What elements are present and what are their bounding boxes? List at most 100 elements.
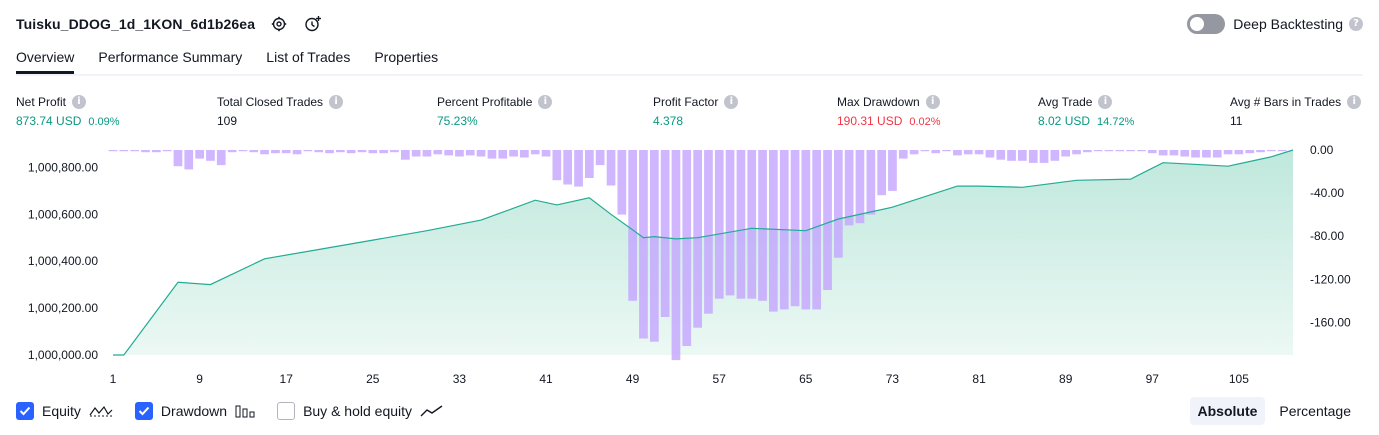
drawdown-bar bbox=[920, 150, 930, 152]
drawdown-bar bbox=[260, 150, 269, 155]
metric-avg-trade: Avg Trade i 8.02 USD 14.72% bbox=[1038, 94, 1134, 128]
info-icon[interactable]: i bbox=[329, 95, 344, 109]
equity-axis-tick: 1,000,200.00 bbox=[28, 301, 98, 315]
view-mode-switch: Absolute Percentage bbox=[1184, 397, 1360, 425]
equity-axis-tick: 1,000,800.00 bbox=[28, 160, 98, 174]
drawdown-bar bbox=[736, 150, 746, 299]
drawdown-bar bbox=[184, 150, 194, 170]
legend-drawdown[interactable]: Drawdown bbox=[134, 402, 255, 420]
drawdown-bar bbox=[1180, 150, 1190, 157]
metric-label: Max Drawdown bbox=[837, 95, 920, 109]
drawdown-axis-tick: -120.00 bbox=[1310, 272, 1351, 286]
drawdown-bar bbox=[227, 150, 237, 153]
drawdown-bar bbox=[346, 150, 356, 154]
metric-value: 873.74 USD bbox=[16, 114, 82, 128]
metric-label: Net Profit bbox=[16, 95, 67, 109]
drawdown-bar bbox=[108, 150, 118, 152]
metric-value: 109 bbox=[217, 114, 238, 128]
drawdown-bar bbox=[206, 150, 215, 161]
tab-list-of-trades[interactable]: List of Trades bbox=[266, 49, 351, 65]
info-icon[interactable]: i bbox=[72, 95, 87, 109]
absolute-button[interactable]: Absolute bbox=[1189, 397, 1266, 425]
drawdown-bar bbox=[1277, 150, 1287, 152]
info-icon[interactable]: i bbox=[538, 95, 553, 109]
x-axis-tick: 1 bbox=[110, 372, 117, 386]
x-axis-tick: 73 bbox=[886, 372, 900, 386]
drawdown-bar bbox=[368, 150, 378, 154]
x-axis-tick: 9 bbox=[196, 372, 203, 386]
equity-drawdown-chart[interactable]: 1,000,000.00 1,000,200.00 1,000,400.00 1,00… bbox=[0, 140, 1379, 392]
info-icon[interactable]: i bbox=[925, 95, 940, 109]
drawdown-bar bbox=[1137, 150, 1146, 152]
deep-backtesting-label: Deep Backtesting bbox=[1233, 16, 1343, 32]
help-icon[interactable]: ? bbox=[1349, 17, 1363, 31]
drawdown-bar bbox=[898, 150, 908, 159]
info-icon[interactable]: i bbox=[1098, 95, 1113, 109]
add-alert-icon[interactable] bbox=[303, 14, 323, 34]
drawdown-bar bbox=[195, 150, 204, 159]
drawdown-bar bbox=[617, 150, 627, 215]
drawdown-bar bbox=[931, 150, 941, 154]
drawdown-bar bbox=[541, 150, 551, 157]
drawdown-bar bbox=[563, 150, 572, 185]
drawdown-bar bbox=[801, 150, 811, 310]
drawdown-axis-tick: 0.00 bbox=[1310, 143, 1334, 157]
deep-backtesting: Deep Backtesting ? bbox=[1187, 12, 1363, 36]
metric-label: Profit Factor bbox=[653, 95, 719, 109]
legend-equity[interactable]: Equity bbox=[16, 402, 113, 420]
equity-axis-tick: 1,000,000.00 bbox=[28, 348, 98, 362]
drawdown-bar bbox=[119, 150, 129, 152]
gear-icon[interactable] bbox=[269, 14, 289, 34]
equity-line bbox=[113, 149, 1294, 356]
drawdown-bar bbox=[585, 150, 594, 178]
drawdown-bar bbox=[1104, 150, 1114, 152]
metric-avg-bars-in-trades: Avg # Bars in Trades i 11 bbox=[1230, 94, 1362, 128]
drawdown-bar bbox=[812, 150, 821, 310]
drawdown-bar bbox=[866, 150, 876, 215]
metric-profit-factor: Profit Factor i 4.378 bbox=[653, 94, 739, 128]
equity-checkbox[interactable] bbox=[16, 402, 34, 420]
percentage-button[interactable]: Percentage bbox=[1279, 403, 1351, 419]
info-icon[interactable]: i bbox=[724, 95, 739, 109]
info-icon[interactable]: i bbox=[1347, 95, 1362, 109]
drawdown-bar bbox=[1093, 150, 1103, 152]
drawdown-bar bbox=[1115, 150, 1125, 152]
buy-hold-line-icon bbox=[420, 404, 444, 418]
drawdown-bar bbox=[909, 150, 919, 155]
drawdown-bar bbox=[963, 150, 973, 155]
deep-backtesting-toggle[interactable] bbox=[1187, 14, 1226, 34]
buy-hold-checkbox[interactable] bbox=[277, 402, 296, 420]
drawdown-bar bbox=[1007, 150, 1016, 161]
drawdown-bar bbox=[1245, 150, 1255, 154]
x-axis-tick: 81 bbox=[972, 372, 986, 386]
drawdown-bar bbox=[325, 150, 334, 154]
drawdown-bars-icon bbox=[235, 404, 255, 418]
drawdown-bar bbox=[942, 150, 951, 152]
drawdown-bar bbox=[509, 150, 518, 157]
legend-buy-hold-equity[interactable]: Buy & hold equity bbox=[277, 402, 444, 420]
x-axis-tick: 41 bbox=[539, 372, 553, 386]
drawdown-bar bbox=[953, 150, 962, 156]
drawdown-bar bbox=[693, 150, 702, 328]
drawdown-bar bbox=[281, 150, 291, 154]
tab-properties[interactable]: Properties bbox=[374, 49, 439, 65]
metric-percent-profitable: Percent Profitable i 75.23% bbox=[437, 94, 553, 128]
metric-percent: 14.72% bbox=[1097, 116, 1135, 128]
drawdown-bar bbox=[401, 150, 410, 160]
drawdown-bar bbox=[238, 150, 248, 152]
drawdown-bar bbox=[130, 150, 139, 152]
metric-value: 4.378 bbox=[653, 114, 684, 128]
drawdown-bar bbox=[552, 150, 562, 181]
drawdown-bar bbox=[1223, 150, 1233, 155]
drawdown-bar bbox=[476, 150, 486, 157]
drawdown-bar bbox=[173, 150, 183, 167]
drawdown-axis-tick: -160.00 bbox=[1310, 315, 1351, 329]
x-axis-tick: 105 bbox=[1229, 372, 1249, 386]
tab-performance-summary[interactable]: Performance Summary bbox=[98, 49, 243, 65]
drawdown-bar bbox=[758, 150, 767, 301]
drawdown-checkbox[interactable] bbox=[134, 402, 153, 420]
x-axis-tick: 25 bbox=[366, 372, 380, 386]
tab-overview[interactable]: Overview bbox=[16, 44, 75, 74]
metric-net-profit: Net Profit i 873.74 USD 0.09% bbox=[16, 94, 120, 128]
metric-percent: 0.02% bbox=[909, 116, 941, 128]
